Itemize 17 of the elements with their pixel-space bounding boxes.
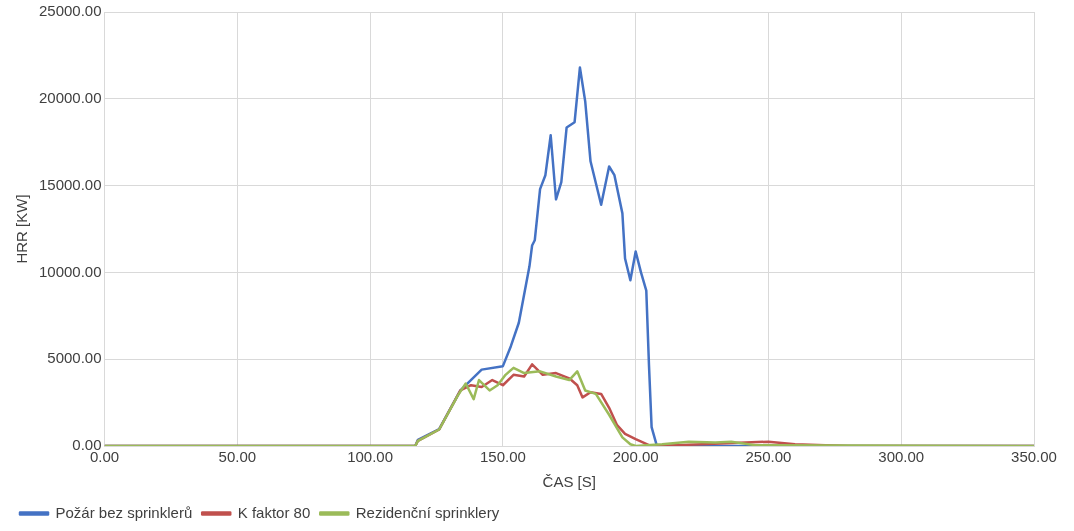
y-tick-label: 20000.00 bbox=[38, 88, 102, 106]
x-tick-label: 150.00 bbox=[479, 448, 526, 466]
y-tick-label: 5000.00 bbox=[47, 349, 102, 367]
legend-label: K faktor 80 bbox=[237, 503, 311, 521]
x-tick-label: 350.00 bbox=[1011, 448, 1057, 466]
y-tick-label: 10000.00 bbox=[38, 262, 102, 280]
y-tick-label: 25000.00 bbox=[38, 2, 102, 20]
x-tick-label: 100.00 bbox=[347, 448, 394, 466]
x-axis-title: ČAS [S] bbox=[542, 473, 596, 491]
x-tick-label: 50.00 bbox=[218, 448, 257, 466]
legend-label: Požár bez sprinklerů bbox=[55, 503, 193, 521]
x-tick-label: 300.00 bbox=[878, 448, 925, 466]
y-tick-label: 15000.00 bbox=[38, 175, 102, 193]
x-tick-label: 250.00 bbox=[745, 448, 792, 466]
y-axis-title: HRR [KW] bbox=[13, 194, 31, 264]
x-tick-label: 200.00 bbox=[612, 448, 659, 466]
legend-label: Rezidenční sprinklery bbox=[355, 503, 500, 521]
